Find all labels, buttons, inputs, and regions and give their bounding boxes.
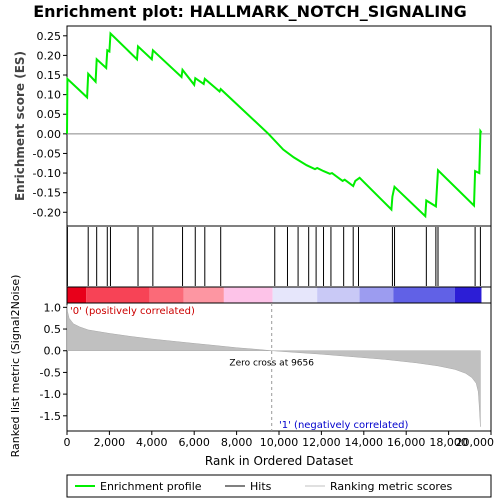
es-axis-ticks: -0.20 -0.15 -0.10 -0.05 0.00 0.05 0.10 0.15 0.20…: [33, 30, 67, 219]
heatmap-segment: [223, 287, 273, 303]
heatmap-segment: [454, 287, 482, 303]
metric-tick-label: -1.5: [40, 410, 61, 423]
x-tick-label: 4,000: [136, 436, 168, 449]
heatmap-segment: [183, 287, 224, 303]
es-axis-label: Enrichment score (ES): [13, 51, 27, 201]
chart-title: Enrichment plot: HALLMARK_NOTCH_SIGNALIN…: [33, 2, 467, 21]
es-panel-frame: [66, 25, 492, 227]
heatmap-segment: [272, 287, 318, 303]
x-tick-label: 0: [64, 436, 71, 449]
x-tick-label: 14,000: [345, 436, 384, 449]
es-tick-label: 0.05: [37, 108, 62, 121]
ranking-metric-area: [66, 305, 481, 427]
enrichment-profile-line: [66, 31, 483, 219]
es-tick-label: -0.20: [33, 206, 61, 219]
positive-correlation-label: '0' (positively correlated): [70, 306, 195, 317]
legend-label: Ranking metric scores: [330, 480, 452, 493]
x-tick-label: 18,000: [429, 436, 468, 449]
legend-label: Hits: [250, 480, 272, 493]
heatmap-segment: [149, 287, 184, 303]
heatmap-segment: [317, 287, 360, 303]
hits-marks: [66, 227, 481, 286]
hits-panel-frame: [66, 225, 492, 288]
x-axis-ticks: 0 2,000 4,000 6,000 8,000 10,000 12,000 14,000 1…: [64, 431, 495, 449]
x-tick-label: 6,000: [178, 436, 210, 449]
heatmap-segment: [393, 287, 455, 303]
x-axis-label: Rank in Ordered Dataset: [205, 454, 353, 468]
heatmap-segment: [86, 287, 150, 303]
ranking-metric-scores-area: [66, 305, 481, 427]
legend-box: [66, 474, 492, 498]
metric-axis-ticks: -1.5 -1.0 -0.5 0.0 0.5 1.0: [40, 301, 67, 423]
x-tick-label: 2,000: [94, 436, 126, 449]
es-tick-label: 0.15: [37, 69, 62, 82]
metric-tick-label: 0.5: [44, 323, 62, 336]
es-tick-label: 0.00: [37, 128, 62, 141]
es-tick-label: 0.20: [37, 49, 62, 62]
x-tick-label: 12,000: [302, 436, 341, 449]
zero-cross-label: Zero cross at 9656: [229, 359, 314, 369]
metric-tick-label: -0.5: [40, 366, 61, 379]
es-tick-label: -0.10: [33, 167, 61, 180]
metric-tick-label: 0.0: [44, 345, 62, 358]
es-tick-label: -0.15: [33, 187, 61, 200]
x-tick-label: 10,000: [260, 436, 299, 449]
heatmap-segment: [67, 287, 87, 303]
metric-axis-label: Ranked list metric (Signal2Noise): [9, 275, 22, 458]
es-tick-label: 0.10: [37, 89, 62, 102]
es-tick-label: -0.05: [33, 147, 61, 160]
metric-tick-label: -1.0: [40, 388, 61, 401]
negative-correlation-label: '1' (negatively correlated): [279, 420, 408, 431]
es-tick-label: 0.25: [37, 30, 62, 43]
x-tick-label: 20,000: [456, 436, 495, 449]
legend: Enrichment profile Hits Ranking metric sco…: [75, 480, 452, 493]
ranked-heatmap-bar: [67, 287, 482, 303]
heatmap-segment: [359, 287, 394, 303]
legend-label: Enrichment profile: [100, 480, 202, 493]
metric-tick-label: 1.0: [44, 301, 62, 314]
x-tick-label: 16,000: [387, 436, 426, 449]
x-tick-label: 8,000: [221, 436, 253, 449]
